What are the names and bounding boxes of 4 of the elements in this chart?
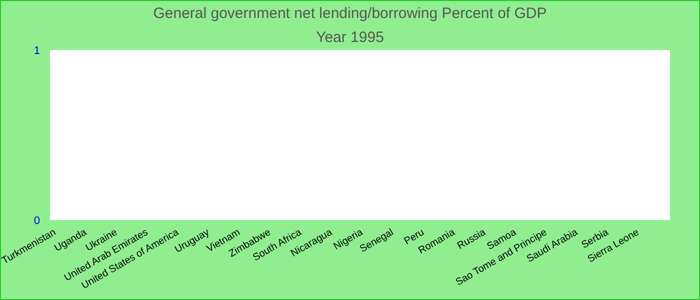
y-tick-label: 0 [34, 214, 40, 227]
y-tick-label: 1 [34, 44, 40, 57]
chart-subtitle: Year 1995 [316, 29, 384, 46]
chart-title: General government net lending/borrowing Percent of GDP [153, 5, 547, 22]
